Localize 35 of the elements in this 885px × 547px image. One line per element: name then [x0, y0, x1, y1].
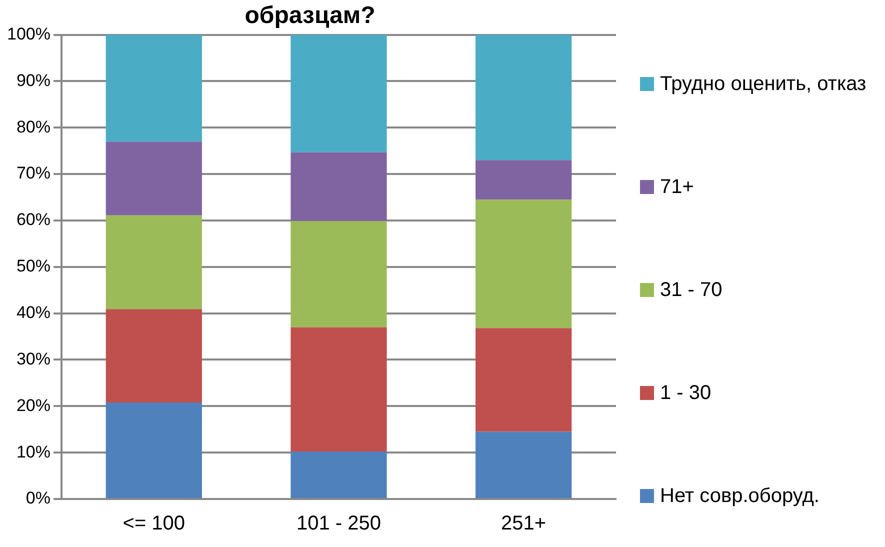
bar	[476, 328, 572, 432]
bar	[476, 160, 572, 200]
y-tick-label: 100%	[6, 24, 50, 44]
bar	[290, 452, 387, 498]
y-tick-label: 0%	[26, 488, 50, 508]
y-tick-label: 80%	[16, 117, 50, 136]
bar	[290, 327, 387, 452]
y-tick-label: 30%	[16, 349, 50, 368]
bar	[476, 432, 572, 498]
legend-label: Трудно оценить, отказ	[660, 72, 866, 97]
bar	[106, 142, 202, 216]
y-tick-label: 50%	[16, 256, 50, 276]
bar	[106, 402, 202, 498]
legend-label: 1 - 30	[660, 381, 712, 406]
x-tick-label: <= 100	[122, 512, 186, 535]
bar	[290, 152, 387, 221]
bar	[476, 200, 572, 328]
y-tick-label: 10%	[16, 442, 50, 462]
x-tick-label: 101 - 250	[296, 512, 381, 535]
chart-title: образцам?	[244, 2, 376, 30]
legend-label: 71+	[660, 175, 694, 200]
y-tick-label: 70%	[16, 164, 50, 183]
y-tick-label: 40%	[16, 303, 50, 322]
bar	[290, 34, 387, 152]
legend-label: 31 - 70	[660, 278, 722, 303]
bar	[290, 220, 387, 328]
y-tick-label: 60%	[16, 210, 50, 230]
bar	[106, 215, 202, 310]
x-tick-label: 251+	[501, 512, 546, 535]
legend-label: Нет совр.оборуд.	[660, 484, 820, 509]
y-tick-label: 20%	[16, 396, 50, 415]
bar	[106, 309, 202, 402]
bar	[106, 34, 202, 142]
y-tick-label: 90%	[16, 70, 50, 90]
bar	[476, 34, 572, 160]
